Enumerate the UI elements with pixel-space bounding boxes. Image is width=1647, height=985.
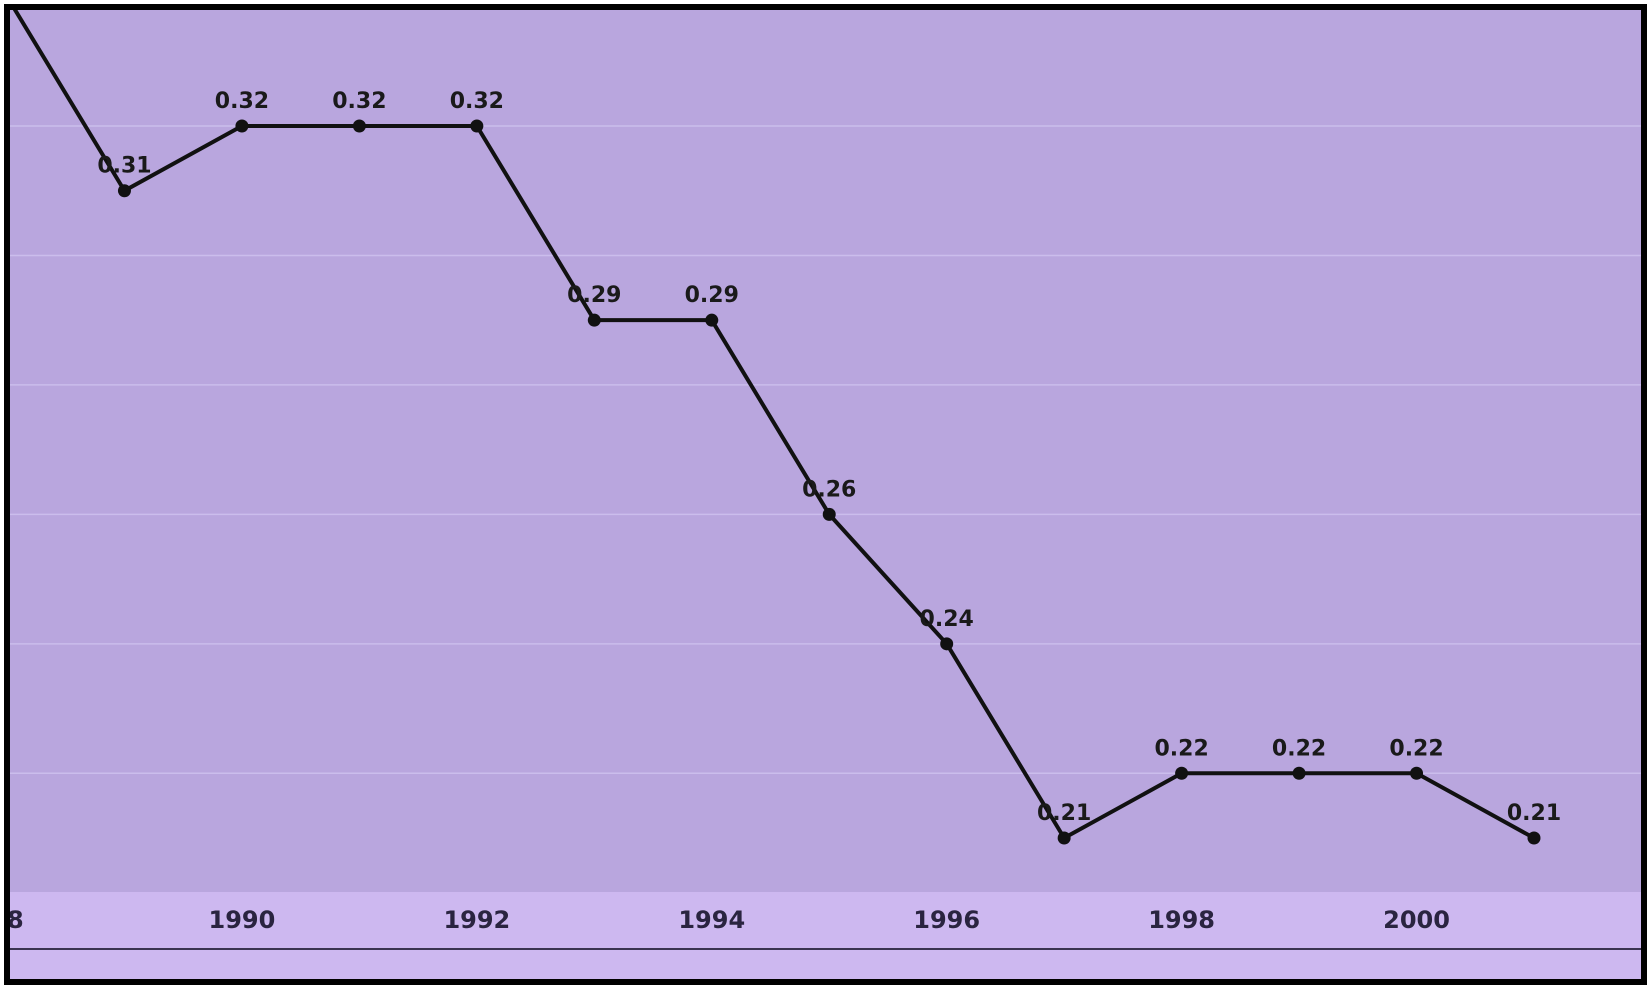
data-label: 0.21 — [1037, 801, 1091, 826]
data-points — [117, 119, 1541, 845]
data-point — [1175, 766, 1189, 780]
x-tick-label: 1996 — [913, 906, 980, 934]
data-label: 0.32 — [215, 89, 269, 114]
x-tick-label: 88 — [10, 906, 24, 934]
data-point — [587, 313, 601, 327]
data-point — [1410, 766, 1424, 780]
data-label: 0.21 — [1507, 801, 1561, 826]
series-line-layer — [12, 10, 1535, 840]
x-tick-label: 1998 — [1148, 906, 1215, 934]
chart-frame: 0.31 0.32 0.32 0.32 0.29 0.29 0.26 0.24 0.21 0.22… — [4, 4, 1647, 985]
data-label: 0.32 — [332, 89, 386, 114]
x-tick-label: 1992 — [443, 906, 510, 934]
data-point — [235, 119, 249, 133]
data-point — [352, 119, 366, 133]
data-label: 0.26 — [802, 477, 856, 502]
data-point — [1057, 831, 1071, 845]
data-point — [705, 313, 719, 327]
data-label: 0.29 — [567, 283, 621, 308]
data-labels: 0.31 0.32 0.32 0.32 0.29 0.29 0.26 0.24 0.21 0.22… — [97, 89, 1561, 826]
data-label: 0.32 — [450, 89, 504, 114]
series-line — [12, 10, 1535, 840]
x-axis-band — [10, 892, 1641, 979]
data-label: 0.22 — [1389, 736, 1443, 761]
x-tick-label: 2000 — [1383, 906, 1450, 934]
x-tick-label: 1994 — [678, 906, 745, 934]
data-point — [1292, 766, 1306, 780]
data-label: 0.29 — [685, 283, 739, 308]
data-label: 0.22 — [1272, 736, 1326, 761]
grid-lines — [10, 125, 1641, 775]
data-point — [117, 184, 131, 198]
x-tick-labels: 88 1990 1992 1994 1996 1998 2000 — [10, 906, 1450, 934]
data-label: 0.24 — [920, 607, 974, 632]
data-label: 0.22 — [1154, 736, 1208, 761]
data-point — [470, 119, 484, 133]
data-point — [940, 637, 954, 651]
data-label: 0.31 — [97, 154, 151, 179]
data-point — [822, 507, 836, 521]
data-point — [1527, 831, 1541, 845]
x-tick-label: 1990 — [209, 906, 276, 934]
line-chart: 0.31 0.32 0.32 0.32 0.29 0.29 0.26 0.24 0.21 0.22… — [10, 10, 1641, 979]
